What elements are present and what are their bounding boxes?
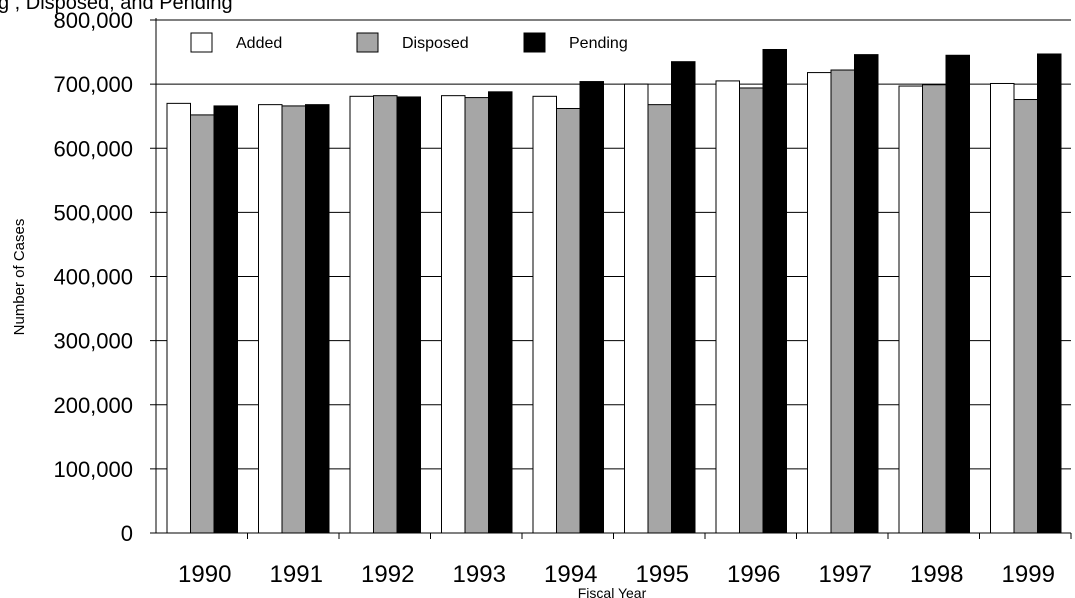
bar-pending-1995 bbox=[671, 61, 696, 534]
bar-pending-1990 bbox=[213, 105, 238, 534]
bar-pending-1998 bbox=[945, 54, 970, 534]
bar-disposed-1998 bbox=[922, 84, 947, 534]
bar-disposed-1992 bbox=[373, 95, 398, 534]
bar-disposed-1997 bbox=[830, 69, 855, 534]
x-tick-label: 1994 bbox=[544, 561, 597, 588]
bar-added-1996 bbox=[715, 80, 740, 534]
bar-pending-1997 bbox=[854, 54, 879, 534]
y-tick-label: 300,000 bbox=[53, 329, 133, 354]
legend-label-added: Added bbox=[236, 35, 282, 52]
bar-added-1997 bbox=[807, 72, 832, 534]
chart-title-fragment: g , Disposed, and Pending bbox=[0, 0, 233, 14]
y-tick-label: 600,000 bbox=[53, 136, 133, 161]
bar-pending-1992 bbox=[396, 96, 421, 534]
y-tick-label: 0 bbox=[121, 521, 133, 546]
y-tick-label: 700,000 bbox=[53, 72, 133, 97]
bar-added-1993 bbox=[441, 95, 466, 534]
bar-disposed-1993 bbox=[464, 97, 489, 534]
bar-disposed-1991 bbox=[281, 105, 306, 534]
bar-added-1992 bbox=[349, 95, 374, 534]
x-tick-label: 1993 bbox=[453, 561, 506, 588]
x-tick-label: 1992 bbox=[361, 561, 414, 588]
legend-swatch-disposed bbox=[356, 32, 379, 53]
bar-disposed-1990 bbox=[190, 114, 215, 534]
bar-disposed-1999 bbox=[1013, 99, 1038, 534]
y-tick-label: 400,000 bbox=[53, 265, 133, 290]
bar-pending-1996 bbox=[762, 48, 787, 534]
y-tick-label: 200,000 bbox=[53, 393, 133, 418]
y-axis-label: Number of Cases bbox=[11, 219, 28, 336]
x-tick-label: 1991 bbox=[270, 561, 323, 588]
bar-disposed-1994 bbox=[556, 107, 581, 534]
x-tick-label: 1990 bbox=[178, 561, 231, 588]
bar-pending-1999 bbox=[1037, 53, 1062, 534]
y-tick-label: 500,000 bbox=[53, 200, 133, 225]
bar-added-1994 bbox=[532, 95, 557, 534]
legend-swatch-pending bbox=[523, 32, 546, 53]
legend-label-pending: Pending bbox=[569, 35, 628, 52]
x-tick-label: 1995 bbox=[636, 561, 689, 588]
bar-added-1991 bbox=[258, 104, 283, 534]
bar-added-1995 bbox=[624, 83, 649, 534]
legend-swatch-added bbox=[190, 32, 213, 53]
bar-disposed-1996 bbox=[739, 87, 764, 534]
x-tick-label: 1996 bbox=[727, 561, 780, 588]
bar-added-1999 bbox=[990, 82, 1015, 534]
x-tick-label: 1999 bbox=[1002, 561, 1055, 588]
y-tick-label: 100,000 bbox=[53, 457, 133, 482]
bar-pending-1993 bbox=[488, 91, 513, 534]
x-axis-label: Fiscal Year bbox=[578, 585, 647, 598]
bar-pending-1991 bbox=[305, 104, 330, 534]
y-tick-label: 800,000 bbox=[53, 8, 133, 33]
bar-added-1998 bbox=[898, 85, 923, 534]
bar-added-1990 bbox=[166, 102, 191, 534]
x-tick-label: 1998 bbox=[910, 561, 963, 588]
legend-label-disposed: Disposed bbox=[402, 35, 469, 52]
x-tick-label: 1997 bbox=[819, 561, 872, 588]
bar-disposed-1995 bbox=[647, 104, 672, 534]
bar-pending-1994 bbox=[579, 81, 604, 534]
